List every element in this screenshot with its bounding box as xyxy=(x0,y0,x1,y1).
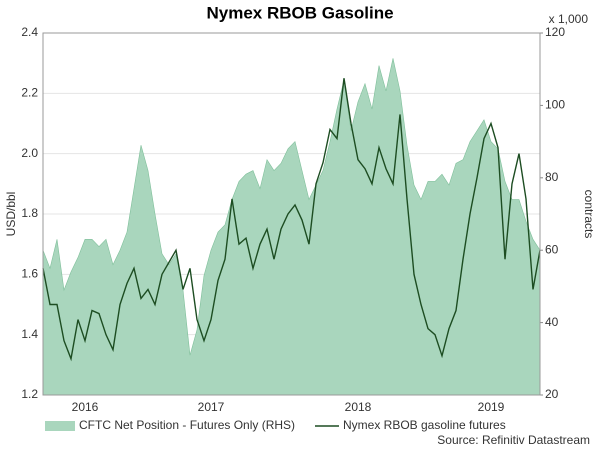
y2-tick-label: 100 xyxy=(545,98,565,112)
y-axis-label: USD/bbl xyxy=(4,192,18,237)
x-tick-label: 2019 xyxy=(478,400,505,414)
y2-tick-label: 40 xyxy=(545,315,559,329)
x-tick-label: 2017 xyxy=(198,400,225,414)
y2-tick-label: 60 xyxy=(545,242,559,256)
y2-unit: x 1,000 xyxy=(549,12,589,26)
y-tick-label: 1.4 xyxy=(21,327,38,341)
y-tick-label: 2.4 xyxy=(21,25,38,39)
y2-tick-label: 80 xyxy=(545,170,559,184)
line xyxy=(42,78,541,362)
y2-tick-label: 20 xyxy=(545,387,559,401)
x-tick-label: 2016 xyxy=(72,400,99,414)
source: Source: Refinitiv Datastream xyxy=(437,433,590,447)
y2-axis-label: contracts xyxy=(582,190,596,239)
y-tick-label: 1.6 xyxy=(21,267,38,281)
y-tick-label: 1.2 xyxy=(21,387,38,401)
y-tick-label: 1.8 xyxy=(21,206,38,220)
legend-swatch xyxy=(45,421,75,431)
y2-tick-label: 120 xyxy=(545,25,565,39)
x-tick-label: 2018 xyxy=(345,400,372,414)
plot-frame xyxy=(42,32,541,396)
area xyxy=(42,58,541,396)
y-tick-label: 2.2 xyxy=(21,86,38,100)
chart-title: Nymex RBOB Gasoline xyxy=(206,3,393,22)
y-tick-label: 2.0 xyxy=(21,146,38,160)
legend-label: Nymex RBOB gasoline futures xyxy=(343,418,506,432)
legend-label: CFTC Net Position - Futures Only (RHS) xyxy=(79,418,295,432)
